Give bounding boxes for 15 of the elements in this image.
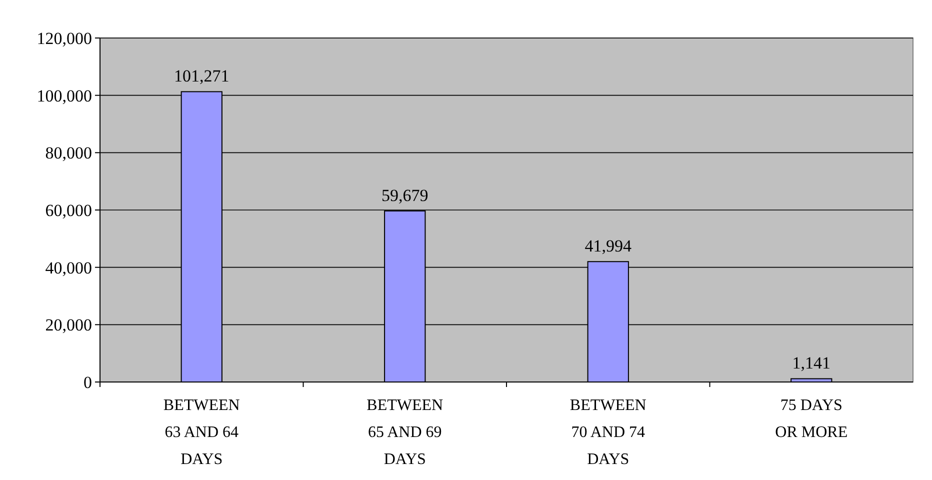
x-tick-label: BETWEEN 70 AND 74 DAYS <box>570 397 647 468</box>
x-tick-label: BETWEEN 63 AND 64 DAYS <box>163 397 240 468</box>
data-label: 1,141 <box>792 354 830 373</box>
y-tick-label: 60,000 <box>45 200 92 220</box>
y-tick-label: 80,000 <box>45 144 92 163</box>
y-tick-label: 100,000 <box>36 86 92 106</box>
data-label: 101,271 <box>174 66 230 86</box>
x-tick-label: BETWEEN 65 AND 69 DAYS <box>366 397 444 468</box>
data-label: 41,994 <box>584 236 632 256</box>
y-tick-label: 0 <box>84 372 92 392</box>
x-tick-label: 75 DAYS OR MORE <box>775 397 848 441</box>
y-tick-label: 40,000 <box>45 258 92 278</box>
data-label: 59,679 <box>382 186 428 205</box>
y-tick-label: 120,000 <box>36 28 92 48</box>
y-tick-label: 20,000 <box>45 316 92 335</box>
